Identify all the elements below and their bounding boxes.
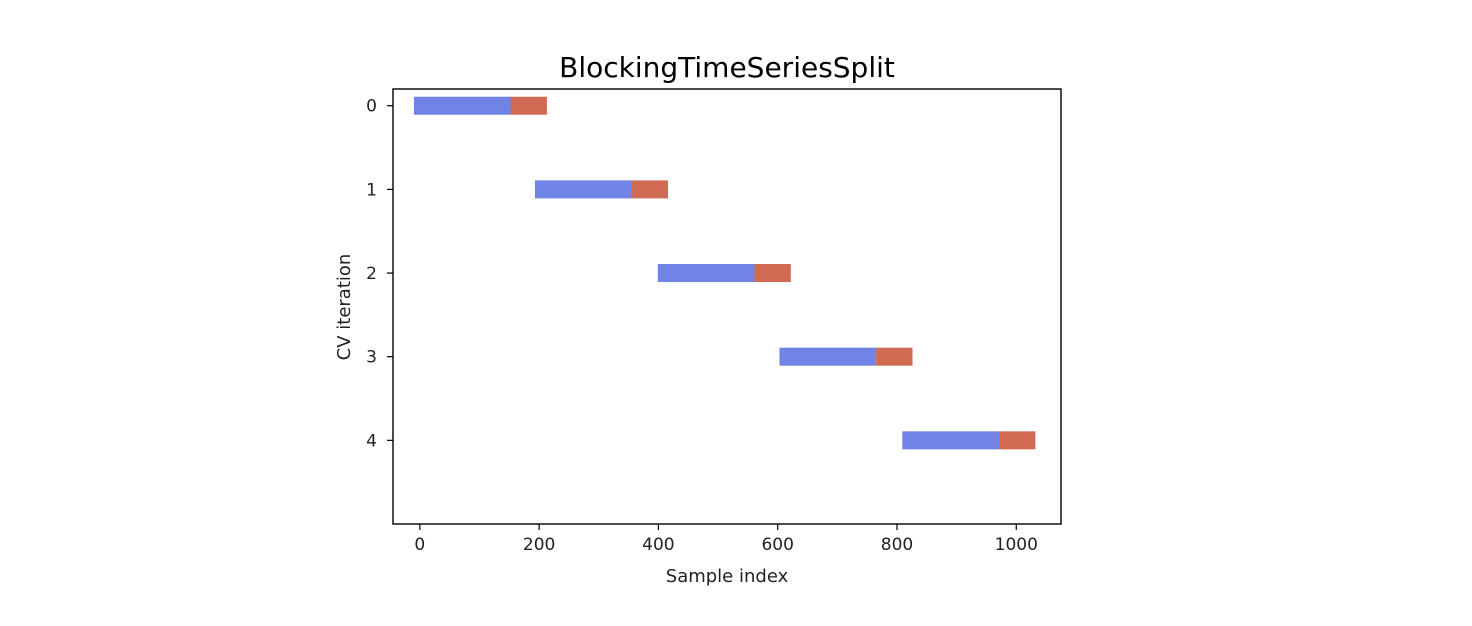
test-segment-3 — [876, 347, 913, 366]
y-tick-label: 2 — [366, 264, 377, 284]
x-tick-label: 1000 — [995, 535, 1038, 555]
y-axis-ticks: 0 1 2 3 4 — [366, 97, 393, 451]
y-tick-label: 1 — [366, 180, 377, 200]
plot-frame — [392, 88, 1062, 525]
test-segment-2 — [754, 264, 791, 283]
x-tick-label: 800 — [881, 535, 913, 555]
x-tick-label: 400 — [642, 535, 674, 555]
test-segment-1 — [631, 180, 668, 199]
test-segment-0 — [510, 96, 547, 115]
train-segment-4 — [902, 431, 999, 450]
x-axis-ticks: 0 200 400 600 800 1000 — [414, 524, 1038, 555]
train-segment-2 — [657, 264, 755, 283]
y-tick-label: 3 — [366, 348, 377, 368]
x-axis-label: Sample index — [666, 566, 789, 587]
chart-title: BlockingTimeSeriesSplit — [559, 51, 895, 84]
train-segment-1 — [534, 180, 632, 199]
y-tick-label: 0 — [366, 97, 377, 117]
x-tick-label: 0 — [414, 535, 425, 555]
test-segment-4 — [998, 431, 1036, 450]
y-tick-label: 4 — [366, 431, 377, 451]
y-axis-label: CV iteration — [334, 254, 355, 361]
bars-group — [413, 96, 1036, 450]
x-tick-label: 200 — [523, 535, 555, 555]
train-segment-0 — [413, 96, 511, 115]
x-tick-label: 600 — [761, 535, 793, 555]
train-segment-3 — [779, 347, 877, 366]
